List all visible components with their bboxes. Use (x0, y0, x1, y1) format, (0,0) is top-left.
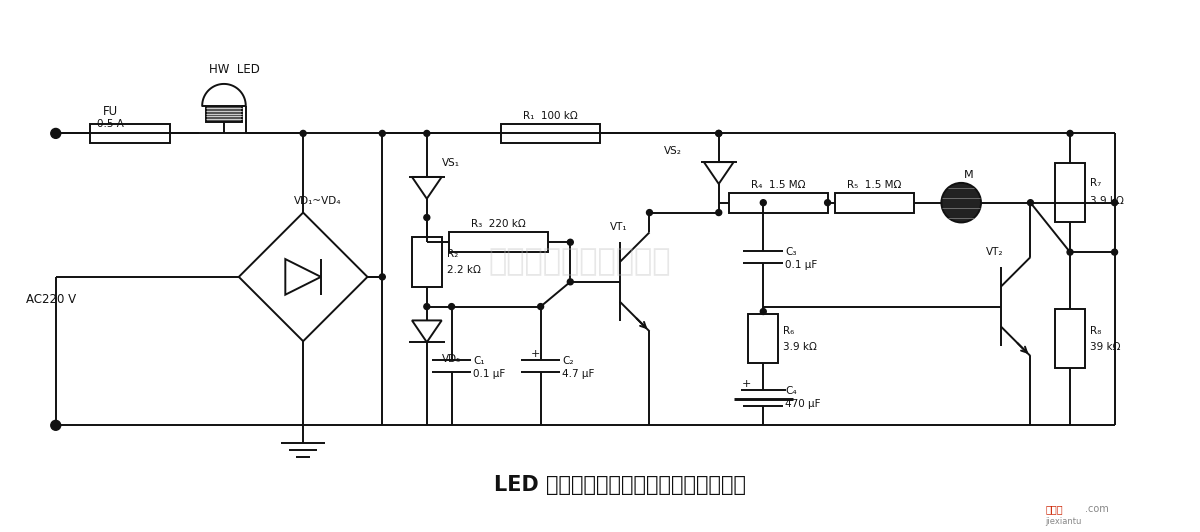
Text: VS₂: VS₂ (665, 146, 682, 156)
Text: R₂: R₂ (446, 249, 458, 259)
Text: 3.9 kΩ: 3.9 kΩ (1090, 196, 1123, 206)
Circle shape (715, 210, 721, 215)
Text: 4.7 μF: 4.7 μF (563, 369, 595, 379)
Circle shape (50, 420, 61, 430)
Circle shape (761, 200, 767, 206)
Circle shape (568, 279, 574, 285)
Text: 39 kΩ: 39 kΩ (1090, 342, 1121, 352)
Text: VD₁~VD₄: VD₁~VD₄ (294, 196, 342, 206)
Circle shape (1111, 200, 1117, 206)
Circle shape (715, 130, 721, 136)
Circle shape (424, 304, 430, 310)
Circle shape (538, 304, 544, 310)
Polygon shape (286, 259, 320, 295)
Text: 杭州将睿科技有限公司: 杭州将睿科技有限公司 (488, 247, 672, 277)
Circle shape (379, 274, 385, 280)
Text: R₄  1.5 MΩ: R₄ 1.5 MΩ (751, 180, 805, 190)
Text: 3.9 kΩ: 3.9 kΩ (784, 342, 817, 352)
Circle shape (50, 128, 61, 138)
Text: R₁  100 kΩ: R₁ 100 kΩ (523, 111, 578, 121)
Text: C₂: C₂ (563, 356, 574, 366)
Bar (728, 193, 828, 213)
Text: AC220 V: AC220 V (26, 293, 76, 306)
Circle shape (300, 130, 306, 136)
Circle shape (941, 183, 980, 222)
Circle shape (379, 130, 385, 136)
Text: 接线图: 接线图 (1045, 504, 1063, 514)
Text: +: + (530, 349, 540, 359)
Polygon shape (412, 177, 442, 199)
Circle shape (1067, 130, 1073, 136)
Text: VD₅: VD₅ (442, 354, 461, 364)
Bar (835, 193, 914, 213)
Text: FU: FU (103, 105, 118, 118)
Text: R₈: R₈ (1090, 326, 1102, 336)
Circle shape (449, 304, 455, 310)
Text: C₄: C₄ (785, 386, 797, 396)
Text: C₁: C₁ (473, 356, 485, 366)
Polygon shape (704, 162, 733, 184)
Circle shape (1027, 200, 1033, 206)
Text: LED 照明灯触摸式电子延熄开关电路原理: LED 照明灯触摸式电子延熄开关电路原理 (493, 475, 745, 495)
Text: VT₁: VT₁ (610, 222, 628, 232)
Circle shape (761, 309, 767, 314)
Text: jiexiantu: jiexiantu (1045, 517, 1081, 526)
Circle shape (424, 214, 430, 220)
Circle shape (424, 130, 430, 136)
Bar (90, 123, 169, 143)
Bar (412, 237, 442, 287)
Circle shape (1111, 249, 1117, 255)
Text: C₃: C₃ (785, 247, 797, 257)
Text: 0.1 μF: 0.1 μF (785, 260, 817, 270)
Text: 2.2 kΩ: 2.2 kΩ (446, 265, 480, 275)
Text: +: + (742, 379, 751, 389)
Circle shape (568, 239, 574, 245)
Bar (749, 314, 778, 363)
Bar (502, 123, 600, 143)
Text: 470 μF: 470 μF (785, 398, 821, 409)
Circle shape (824, 200, 830, 206)
Circle shape (1067, 249, 1073, 255)
Polygon shape (412, 320, 442, 342)
Text: 0.1 μF: 0.1 μF (473, 369, 505, 379)
Text: VS₁: VS₁ (442, 158, 460, 168)
Text: VT₂: VT₂ (986, 247, 1003, 257)
Bar (206, 106, 241, 121)
Text: .com: .com (1085, 504, 1109, 514)
Circle shape (647, 210, 653, 215)
Circle shape (715, 130, 721, 136)
Text: 0.5 A: 0.5 A (97, 119, 124, 129)
Text: R₅  1.5 MΩ: R₅ 1.5 MΩ (847, 180, 901, 190)
Text: R₃  220 kΩ: R₃ 220 kΩ (472, 219, 526, 229)
Text: M: M (964, 170, 973, 180)
Bar (1055, 163, 1085, 222)
Text: HW  LED: HW LED (209, 63, 260, 76)
Bar (1055, 309, 1085, 369)
Bar (449, 232, 548, 252)
Text: R₇: R₇ (1090, 178, 1102, 188)
Text: R₆: R₆ (784, 326, 794, 336)
